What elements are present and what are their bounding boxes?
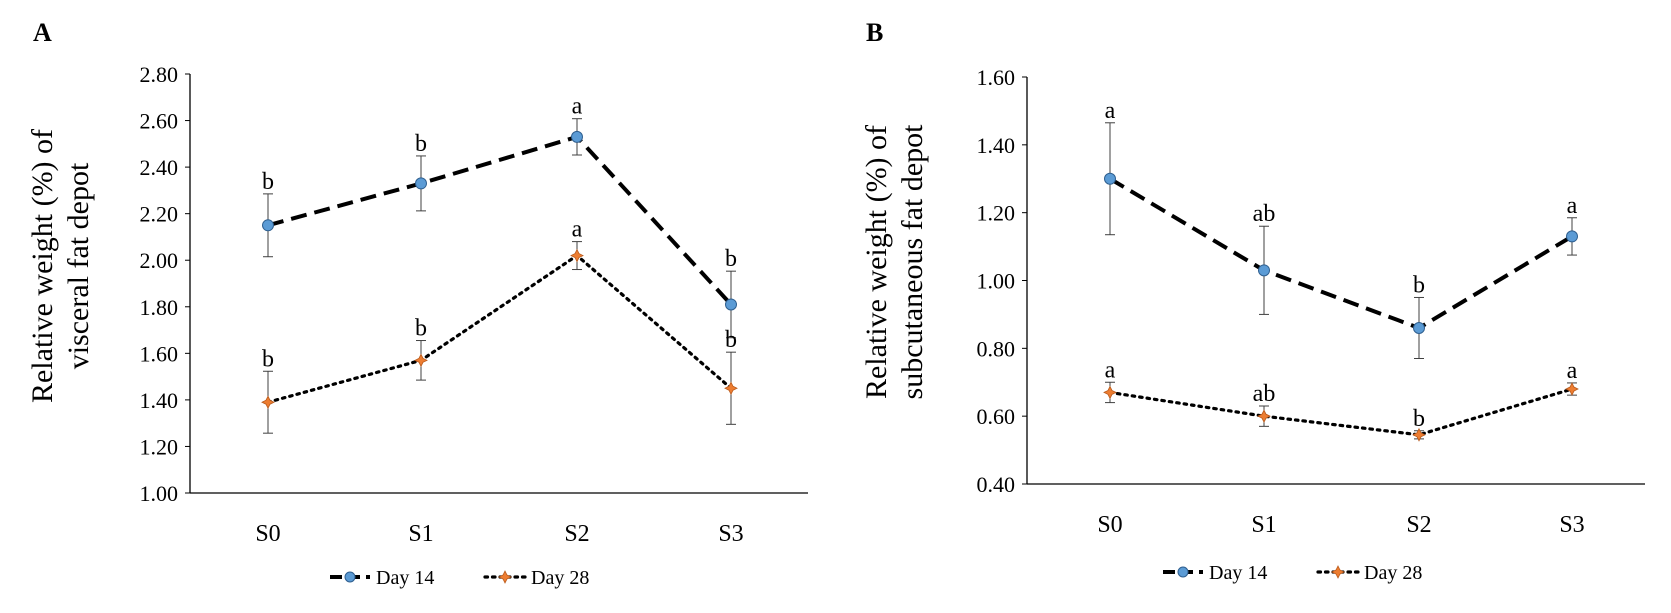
panel-b-x-tick-label: S0 (1097, 512, 1122, 538)
panel-a-day-28-significance-label: a (572, 217, 583, 243)
panel-b-day-14-significance-label: a (1567, 193, 1578, 219)
panel-a-day-28-significance-label: b (262, 346, 274, 372)
panel-b-day-14-legend-marker (1177, 566, 1189, 578)
panel-a-axes: 1.00 1.20 1.40 1.60 1.80 2.00 2.20 2.40 2.60 2.80… (140, 62, 808, 547)
panel-b-day-28-line (1108, 387, 1574, 437)
panel-b-day-14-significance-label: ab (1253, 201, 1276, 227)
panel-b-day-28-point (1103, 385, 1117, 400)
panel-a-day-14-point (571, 130, 583, 143)
panel-b-day-14-point (1566, 230, 1578, 243)
panel-a-day-14-series: b b a b (262, 94, 737, 339)
panel-b-y-tick-label: 1.40 (977, 133, 1016, 158)
panel-a-x-tick-label: S0 (255, 521, 280, 547)
panel-a-day-28-legend-marker (498, 570, 512, 584)
panel-a-day-14-point (262, 219, 274, 232)
panel-b-y-tick-label: 1.20 (977, 201, 1016, 226)
panel-a-day-28-point (724, 381, 738, 396)
panel-a-day-28-legend-entry: Day 28 (483, 567, 589, 589)
panel-b-day-28-point (1412, 427, 1426, 442)
panel-a-series: b b a b b b a b (261, 94, 738, 434)
panel-a-y-tick-label: 2.60 (140, 109, 179, 134)
panel-b-x-tick-label: S1 (1251, 512, 1276, 538)
panel-b-axes: 0.40 0.60 0.80 1.00 1.20 1.40 1.60 S0 S1 S2 S3 (977, 65, 1645, 538)
panel-a-chart: A Relative weight (%) of visceral fat de… (26, 18, 808, 589)
panel-a-y-axis-title: Relative weight (%) of visceral fat depo… (26, 129, 95, 403)
panel-b-day-14-significance-label: b (1413, 272, 1425, 298)
panel-a-day-14-point (415, 177, 427, 190)
panel-b-day-28-significance-label: ab (1253, 381, 1276, 407)
panel-a-x-tick-label: S2 (564, 521, 589, 547)
panel-a-day-14-legend-marker (344, 571, 356, 583)
panel-b-ylabel-line-1: Relative weight (%) of (860, 125, 893, 399)
panel-b-ylabel-line-2: subcutaneous fat depot (896, 124, 929, 400)
panel-a-day-14-significance-label: b (725, 246, 737, 272)
panel-a-legend: Day 14 Day 28 (330, 567, 589, 589)
panel-b-day-28-legend-entry: Day 28 (1316, 562, 1422, 584)
panel-b-day-14-legend-label: Day 14 (1209, 562, 1267, 584)
panel-b-legend: Day 14 Day 28 (1163, 562, 1422, 584)
panel-b-day-28-legend-marker (1331, 565, 1345, 579)
panel-b-label: B (866, 18, 883, 47)
panel-a-y-tick-label: 1.00 (140, 481, 179, 506)
panel-b-y-tick-label: 0.80 (977, 336, 1016, 361)
panel-b-day-28-legend-label: Day 28 (1364, 562, 1422, 584)
panel-b-day-28-significance-label: b (1413, 406, 1425, 432)
panel-b-day-14-point (1258, 264, 1270, 277)
panel-b-y-tick-label: 1.60 (977, 65, 1016, 90)
panel-a-day-14-legend-label: Day 14 (376, 567, 434, 589)
panel-b-day-28-significance-label: a (1105, 357, 1116, 383)
panel-a-label: A (33, 18, 52, 47)
panel-a-day-14-legend-entry: Day 14 (330, 567, 434, 589)
panel-b-x-tick-label: S2 (1406, 512, 1431, 538)
panel-b-day-14-point (1413, 321, 1425, 334)
panel-a-day-14-significance-label: b (262, 169, 274, 195)
panel-a-y-tick-label: 2.80 (140, 62, 179, 87)
panel-a-y-tick-label: 1.60 (140, 341, 179, 366)
panel-b-y-tick-label: 1.00 (977, 269, 1016, 294)
panel-b-y-tick-label: 0.60 (977, 404, 1016, 429)
panel-a-day-28-series: b b a b (261, 217, 738, 434)
panel-a-day-28-significance-label: b (725, 327, 737, 353)
panel-a-day-14-line (267, 134, 733, 306)
panel-b-y-axis-title: Relative weight (%) of subcutaneous fat … (860, 124, 929, 400)
panel-a-y-tick-label: 2.20 (140, 202, 179, 227)
panel-a-x-tick-label: S1 (408, 521, 433, 547)
panel-a-day-28-point (570, 248, 584, 263)
panel-a-day-14-point (725, 298, 737, 311)
panel-b-x-tick-label: S3 (1559, 512, 1584, 538)
panel-b-day-14-legend-entry: Day 14 (1163, 562, 1267, 584)
panel-a-y-tick-label: 1.20 (140, 434, 179, 459)
panel-b-y-tick-label: 0.40 (977, 472, 1016, 497)
panel-b-day-14-line (1108, 177, 1574, 331)
panel-a-day-14-significance-label: b (415, 131, 427, 157)
panel-b-day-28-point (1565, 382, 1579, 396)
panel-a-y-tick-label: 1.40 (140, 388, 179, 413)
panel-b-chart: B Relative weight (%) of subcutaneous fa… (860, 18, 1645, 584)
panel-a-day-14-significance-label: a (572, 94, 583, 120)
panel-a-day-28-significance-label: b (415, 316, 427, 342)
panel-b-day-14-significance-label: a (1105, 98, 1116, 124)
panel-a-ylabel-line-2: visceral fat depot (62, 162, 95, 369)
panel-b-day-14-series: a ab b a (1104, 98, 1578, 360)
panel-a-y-tick-label: 2.00 (140, 248, 179, 273)
panel-a-ylabel-line-1: Relative weight (%) of (26, 129, 59, 403)
panel-a-y-tick-label: 2.40 (140, 155, 179, 180)
panel-b-day-28-point (1257, 409, 1271, 424)
panel-b-day-28-series: a ab b a (1103, 357, 1579, 442)
panel-a-x-tick-label: S3 (718, 521, 743, 547)
panel-a-day-28-legend-label: Day 28 (531, 567, 589, 589)
panel-b-series: a ab b a a ab b a (1103, 98, 1579, 442)
panel-b-day-14-point (1104, 172, 1116, 185)
panel-a-day-28-point (414, 353, 428, 368)
panel-a-y-tick-label: 1.80 (140, 295, 179, 320)
panel-b-day-28-significance-label: a (1567, 358, 1578, 384)
panel-a-day-28-line (266, 253, 733, 404)
panel-a-day-28-point (261, 395, 275, 410)
